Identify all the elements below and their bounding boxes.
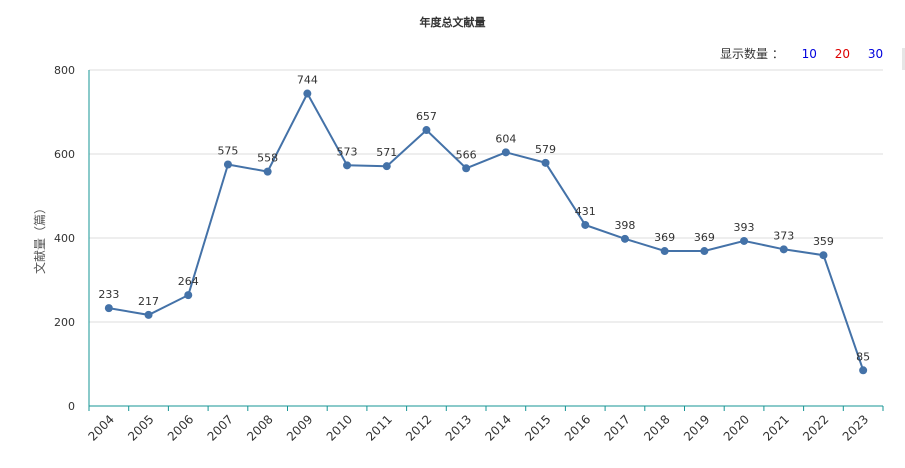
data-label: 373: [773, 229, 794, 242]
data-label: 217: [138, 295, 159, 308]
data-point: [144, 310, 153, 319]
data-label: 369: [654, 231, 675, 244]
data-point: [462, 164, 471, 173]
data-point: [104, 304, 113, 313]
x-tick-label: 2004: [85, 412, 116, 443]
x-tick-label: 2021: [760, 412, 791, 443]
data-point: [660, 247, 669, 256]
x-tick-label: 2005: [125, 412, 156, 443]
display-count-selector: 显示数量 ： 10 20 30: [720, 45, 883, 62]
data-label: 398: [614, 219, 635, 232]
data-point: [859, 366, 868, 375]
x-tick-label: 2022: [800, 412, 831, 443]
series-line-path: [108, 91, 865, 371]
data-point: [184, 291, 193, 300]
data-point: [581, 220, 590, 229]
y-tick-label: 0: [68, 400, 75, 413]
x-tick-label: 2018: [641, 412, 672, 443]
data-label: 571: [376, 146, 397, 159]
data-label: 264: [178, 275, 199, 288]
data-label: 359: [813, 235, 834, 248]
scroll-edge: [902, 48, 905, 70]
data-label: 393: [734, 221, 755, 234]
data-point: [422, 126, 431, 135]
data-label: 744: [297, 74, 318, 87]
data-point: [700, 247, 709, 256]
x-tick-label: 2015: [522, 412, 553, 443]
data-labels: 233 217 264 575 558 744 573 571 657 566 604 579 431 3…: [98, 74, 870, 364]
grid-lines: [89, 69, 883, 323]
x-tick-label: 2009: [284, 412, 315, 443]
data-point: [303, 89, 312, 98]
x-tick-label: 2011: [363, 412, 394, 443]
x-tick-label: 2013: [443, 412, 474, 443]
data-point: [819, 251, 828, 260]
y-tick-label: 200: [54, 316, 75, 329]
y-tick-label: 400: [54, 232, 75, 245]
display-count-option-20[interactable]: 20: [834, 47, 851, 61]
x-tick-label: 2014: [482, 412, 513, 443]
y-tick-label: 600: [54, 148, 75, 161]
display-count-option-30[interactable]: 30: [867, 47, 884, 61]
x-tick-label: 2010: [324, 412, 355, 443]
data-label: 657: [416, 110, 437, 123]
y-tick-label: 800: [54, 64, 75, 77]
data-label: 579: [535, 143, 556, 156]
axes: [88, 70, 884, 411]
x-tick-label: 2006: [165, 412, 196, 443]
data-point: [501, 148, 510, 157]
x-tick-label: 2016: [562, 412, 593, 443]
data-point: [343, 161, 352, 170]
data-point: [223, 160, 232, 169]
x-tick-label: 2012: [403, 412, 434, 443]
data-points: [104, 89, 868, 375]
y-tick-labels: 0 200 400 600 800: [54, 64, 75, 413]
x-tick-label: 2020: [721, 412, 752, 443]
data-label: 575: [217, 145, 238, 158]
data-label: 573: [337, 145, 358, 158]
x-tick-label: 2008: [244, 412, 275, 443]
x-tick-labels: 2004 2005 2006 2007 2008 2009 2010 2011 2012 2013…: [85, 412, 871, 443]
data-point: [620, 234, 629, 243]
x-tick-label: 2017: [602, 412, 633, 443]
data-label: 604: [495, 132, 516, 145]
data-point: [541, 158, 550, 167]
display-count-label: 显示数量 ：: [720, 47, 784, 61]
data-label: 558: [257, 152, 278, 165]
data-label: 233: [98, 288, 119, 301]
x-tick-label: 2019: [681, 412, 712, 443]
x-tick-label: 2007: [205, 412, 236, 443]
data-point: [779, 245, 788, 254]
data-point: [740, 236, 749, 245]
data-point: [382, 162, 391, 171]
data-label: 85: [856, 350, 870, 363]
series-line: [108, 91, 865, 371]
data-label: 431: [575, 205, 596, 218]
display-count-option-10[interactable]: 10: [801, 47, 817, 61]
data-label: 369: [694, 231, 715, 244]
chart-title: 年度总文献量: [419, 16, 486, 29]
y-axis-label: 文献量（篇）: [32, 202, 47, 274]
data-label: 566: [456, 148, 477, 161]
data-point: [263, 167, 272, 176]
x-tick-label: 2023: [840, 412, 871, 443]
